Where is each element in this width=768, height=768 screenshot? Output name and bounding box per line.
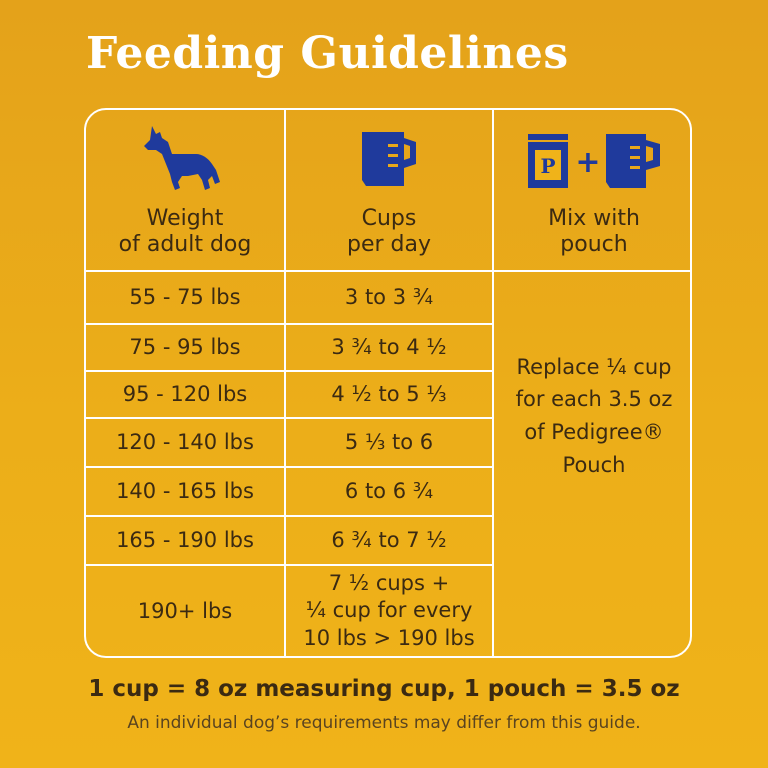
pouch-note: Replace ¼ cup for each 3.5 oz of Pedigre… [494, 272, 690, 560]
pouch-note-line3: of Pedigree® [524, 420, 664, 444]
pouch-note-line4: Pouch [562, 452, 626, 477]
header-cups: Cups per day [286, 202, 492, 262]
pouch-note-line2: for each 3.5 oz [515, 387, 673, 412]
disclaimer: An individual dog’s requirements may dif… [127, 713, 641, 733]
header-weight: Weight of adult dog [86, 202, 284, 262]
page-title: Feeding Guidelines [86, 28, 569, 79]
row-3-weight: 95 - 120 lbs [122, 382, 248, 407]
pouch-note-line1: Replace ¼ cup [516, 354, 672, 379]
column-divider [492, 110, 494, 656]
row-6-weight: 165 - 190 lbs [116, 528, 254, 553]
measuring-cup-icon [362, 132, 416, 186]
row-divider [86, 564, 494, 566]
row-divider [494, 270, 690, 272]
row-4-cups: 5 ⅓ to 6 [344, 430, 434, 455]
row-3-cups: 4 ½ to 5 ⅓ [331, 382, 447, 407]
header-cups-line2: per day [346, 232, 431, 257]
row-4-weight: 120 - 140 lbs [116, 430, 254, 455]
header-mix-line2: pouch [560, 232, 628, 257]
row-divider [86, 370, 494, 372]
measurement-note: 1 cup = 8 oz measuring cup, 1 pouch = 3.… [88, 676, 680, 702]
header-weight-line1: Weight [146, 205, 224, 231]
row-5-cups: 6 to 6 ¾ [344, 479, 434, 504]
row-divider [86, 270, 494, 272]
row-6-cups: 6 ¾ to 7 ½ [331, 528, 447, 553]
row-7-cups: 7 ½ cups + ¼ cup for every 10 lbs > 190 … [286, 566, 492, 656]
row-divider [86, 466, 494, 468]
row-7-cups-line1: 7 ½ cups + [328, 571, 450, 596]
row-7-cups-line3: 10 lbs > 190 lbs [303, 625, 475, 650]
pouch-letter: P [540, 154, 555, 178]
row-2-weight: 75 - 95 lbs [129, 335, 241, 360]
row-5-weight: 140 - 165 lbs [116, 479, 254, 504]
row-7-cups-line2: ¼ cup for every [305, 598, 473, 623]
header-weight-line2: of adult dog [118, 232, 252, 257]
row-2-cups: 3 ¾ to 4 ½ [331, 335, 447, 360]
row-divider [86, 323, 494, 325]
header-mix: Mix with pouch [494, 202, 690, 262]
column-divider [284, 110, 286, 656]
row-divider [86, 417, 494, 419]
row-1-weight: 55 - 75 lbs [129, 285, 241, 310]
header-mix-line1: Mix with [548, 205, 640, 231]
header-cups-line1: Cups [361, 205, 417, 231]
row-1-cups: 3 to 3 ¾ [344, 285, 434, 310]
pouch-plus-cup-icon: P + [528, 134, 660, 188]
row-divider [86, 515, 494, 517]
plus-sign: + [575, 145, 600, 180]
row-7-weight: 190+ lbs [137, 598, 233, 623]
dog-icon [144, 126, 220, 190]
feeding-table: P + Weight of adult dog Cups per day Mix… [84, 108, 692, 658]
